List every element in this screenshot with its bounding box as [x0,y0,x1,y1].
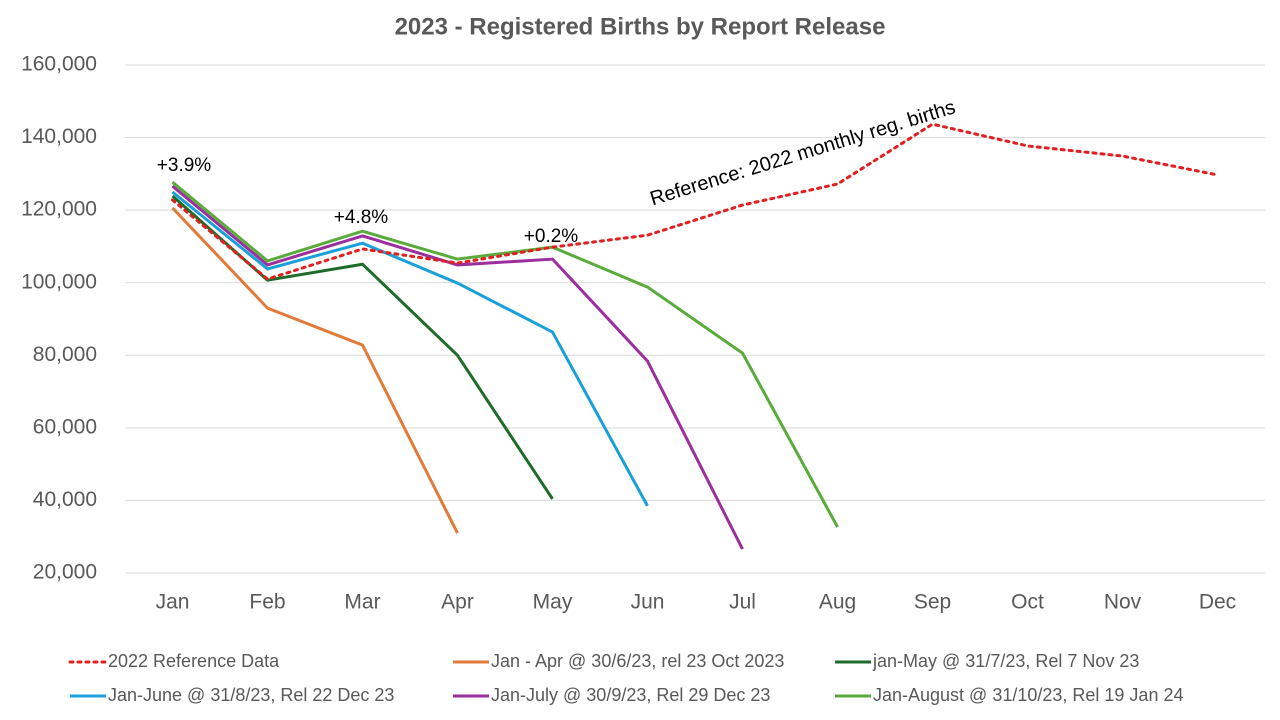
x-tick-label: Aug [819,591,856,614]
x-tick-label: Mar [344,591,380,614]
annotation: +4.8% [334,207,389,228]
x-tick-label: Nov [1104,591,1142,614]
series-line [171,122,1219,281]
y-tick-label: 140,000 [21,125,97,148]
x-tick-label: Jun [631,591,665,614]
x-tick-label: Apr [441,591,474,614]
chart-title: 2023 - Registered Births by Report Relea… [395,13,886,40]
x-tick-label: Oct [1011,591,1044,614]
y-tick-label: 120,000 [21,198,97,221]
y-tick-label: 20,000 [33,561,97,584]
y-tick-label: 60,000 [33,415,97,438]
x-tick-label: Sep [914,591,951,614]
x-tick-label: Jan [156,591,190,614]
y-tick-label: 100,000 [21,270,97,293]
annotation: +3.9% [157,155,212,176]
legend-label: jan-May @ 31/7/23, Rel 7 Nov 23 [872,651,1139,671]
x-tick-label: Jul [729,591,756,614]
legend-label: Jan - Apr @ 30/6/23, rel 23 Oct 2023 [491,651,784,671]
x-tick-label: Dec [1199,591,1236,614]
series-line [171,181,839,528]
x-tick-label: May [533,591,573,614]
y-tick-label: 160,000 [21,53,97,76]
series-line [171,206,459,534]
series-line [171,185,744,550]
legend-label: Jan-June @ 31/8/23, Rel 22 Dec 23 [108,685,394,705]
legend-label: 2022 Reference Data [108,651,280,671]
series-line [171,190,649,507]
y-tick-label: 80,000 [33,343,97,366]
legend-label: Jan-August @ 31/10/23, Rel 19 Jan 24 [873,685,1183,705]
legend-label: Jan-July @ 30/9/23, Rel 29 Dec 23 [491,685,770,705]
y-tick-label: 40,000 [33,488,97,511]
annotation: +0.2% [524,226,579,247]
x-tick-label: Feb [249,591,285,614]
